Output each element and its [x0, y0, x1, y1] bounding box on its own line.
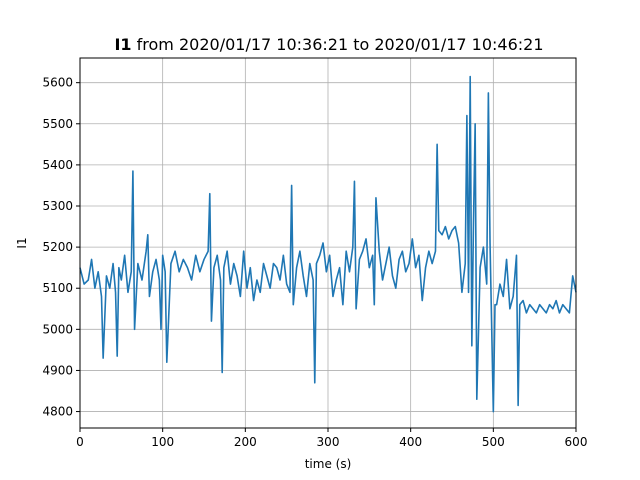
x-tick-label: 0 — [76, 435, 84, 449]
series-line — [79, 75, 577, 413]
chart-title-rest: from 2020/01/17 10:36:21 to 2020/01/17 1… — [132, 35, 544, 54]
x-tick-label: 300 — [317, 435, 340, 449]
series-layer — [79, 75, 577, 413]
y-tick-label: 4800 — [42, 405, 73, 419]
y-axis-label: I1 — [15, 237, 29, 248]
y-tick-label: 5100 — [42, 281, 73, 295]
chart-title-bold: I1 — [114, 35, 131, 54]
y-tick-label: 5300 — [42, 199, 73, 213]
x-tick-label: 600 — [565, 435, 588, 449]
x-tick-label: 200 — [234, 435, 257, 449]
y-axis-ticks: 4800 4900 5000 5100 5200 5300 5400 5500 5600 — [42, 76, 80, 419]
x-tick-label: 100 — [151, 435, 174, 449]
y-tick-label: 5200 — [42, 240, 73, 254]
x-tick-label: 400 — [399, 435, 422, 449]
x-tick-label: 500 — [482, 435, 505, 449]
y-tick-label: 5000 — [42, 322, 73, 336]
y-tick-label: 5500 — [42, 117, 73, 131]
chart-title: I1 from 2020/01/17 10:36:21 to 2020/01/1… — [114, 35, 543, 54]
x-axis-ticks: 0 100 200 300 400 500 600 — [76, 428, 587, 449]
y-tick-label: 4900 — [42, 363, 73, 377]
y-tick-label: 5600 — [42, 76, 73, 90]
grid-lines — [79, 58, 577, 428]
x-axis-label: time (s) — [305, 457, 352, 471]
y-tick-label: 5400 — [42, 158, 73, 172]
